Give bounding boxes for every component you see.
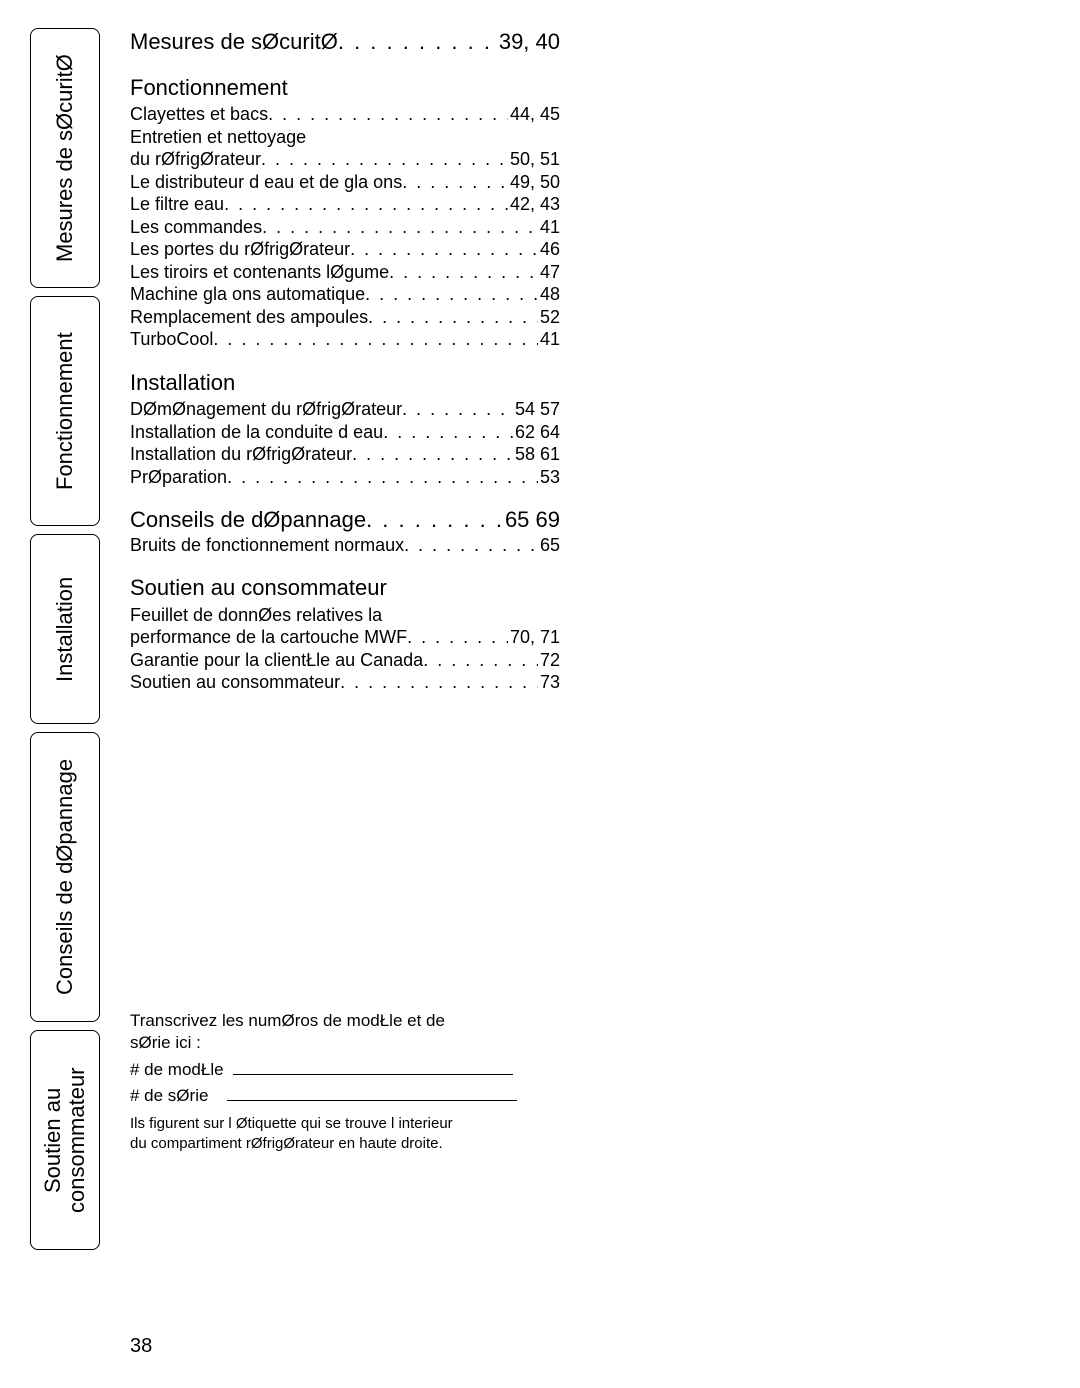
page-ref: 70, 71 <box>508 626 560 649</box>
dot-leader <box>402 171 508 194</box>
model-note: Ils figurent sur l Øtiquette qui se trou… <box>130 1114 560 1153</box>
model-note-line2: du compartiment rØfrigØrateur en haute d… <box>130 1135 443 1152</box>
toc-item-label: Installation du rØfrigØrateur <box>130 443 352 466</box>
page-ref: 65 <box>538 534 560 557</box>
toc-item-label: Clayettes et bacs <box>130 103 268 126</box>
page-ref: 39, 40 <box>497 28 560 56</box>
page-ref: 46 <box>538 238 560 261</box>
tab-soutien-consommateur: Soutien au consommateur <box>30 1030 100 1250</box>
page-ref: 72 <box>538 649 560 672</box>
serial-field: # de sØrie <box>130 1086 560 1106</box>
toc-item-label: TurboCool <box>130 328 213 351</box>
page-ref: 41 <box>538 328 560 351</box>
toc-item-label: Remplacement des ampoules <box>130 306 368 329</box>
page-ref: 54 57 <box>513 398 560 421</box>
dot-leader <box>338 28 497 56</box>
toc-item-label: Le filtre eau <box>130 193 224 216</box>
side-tabs: Mesures de sØcuritØ Fonctionnement Insta… <box>30 28 100 1258</box>
page-ref: 65 69 <box>503 506 560 534</box>
tab-label: Soutien au consommateur <box>41 1067 89 1213</box>
toc-depannage: Conseils de dØpannage 65 69 Bruits de fo… <box>130 506 560 556</box>
dot-leader <box>350 238 538 261</box>
model-note-line1: Ils figurent sur l Øtiquette qui se trou… <box>130 1115 453 1132</box>
toc-item-label: Machine gla ons automatique <box>130 283 365 306</box>
model-label: # de modŁle <box>130 1060 224 1079</box>
toc-content: Mesures de sØcuritØ 39, 40 Fonctionnemen… <box>130 28 560 712</box>
dot-leader <box>227 466 538 489</box>
toc-item-label: Garantie pour la clientŁle au Canada <box>130 649 423 672</box>
toc-item-label: Les portes du rØfrigØrateur <box>130 238 350 261</box>
tab-label: Fonctionnement <box>53 332 77 490</box>
model-intro: Transcrivez les numØros de modŁle et de … <box>130 1010 560 1054</box>
dot-leader <box>268 103 508 126</box>
toc-item-label: Installation de la conduite d eau <box>130 421 383 444</box>
tab-label: Conseils de dØpannage <box>53 759 77 995</box>
page-ref: 62 64 <box>513 421 560 444</box>
toc-fonctionnement: Fonctionnement Clayettes et bacs 44, 45 E… <box>130 74 560 351</box>
toc-item-label: Entretien et nettoyage <box>130 126 560 149</box>
section-title-installation: Installation <box>130 369 560 397</box>
page-ref: 53 <box>538 466 560 489</box>
page-ref: 52 <box>538 306 560 329</box>
dot-leader <box>383 421 513 444</box>
dot-leader <box>213 328 538 351</box>
section-title-mesures: Mesures de sØcuritØ <box>130 28 338 56</box>
dot-leader <box>407 626 508 649</box>
tab-installation: Installation <box>30 534 100 724</box>
page-ref: 47 <box>538 261 560 284</box>
dot-leader <box>389 261 538 284</box>
page-ref: 41 <box>538 216 560 239</box>
dot-leader <box>423 649 538 672</box>
section-title-depannage: Conseils de dØpannage <box>130 506 366 534</box>
model-input-line[interactable] <box>233 1060 513 1075</box>
toc-item-label: Le distributeur d eau et de gla ons <box>130 171 402 194</box>
section-title-soutien: Soutien au consommateur <box>130 574 560 602</box>
page-ref: 58 61 <box>513 443 560 466</box>
dot-leader <box>402 398 513 421</box>
toc-item-label: du rØfrigØrateur <box>130 148 261 171</box>
tab-mesures-securite: Mesures de sØcuritØ <box>30 28 100 288</box>
dot-leader <box>262 216 538 239</box>
tab-label-line1: Soutien au <box>40 1087 65 1192</box>
page-ref: 48 <box>538 283 560 306</box>
toc-item-label: Soutien au consommateur <box>130 671 340 694</box>
toc-item-label: Feuillet de donnØes relatives la <box>130 604 560 627</box>
dot-leader <box>352 443 513 466</box>
dot-leader <box>261 148 508 171</box>
toc-item-label: Les commandes <box>130 216 262 239</box>
toc-item-label: DØmØnagement du rØfrigØrateur <box>130 398 402 421</box>
page-ref: 49, 50 <box>508 171 560 194</box>
model-intro-line2: sØrie ici : <box>130 1033 201 1052</box>
page-number: 38 <box>130 1335 152 1358</box>
model-field: # de modŁle <box>130 1060 560 1080</box>
tab-label-line2: consommateur <box>64 1067 89 1213</box>
tab-label: Installation <box>53 576 77 681</box>
dot-leader <box>224 193 508 216</box>
serial-input-line[interactable] <box>227 1086 517 1101</box>
toc-item-label: PrØparation <box>130 466 227 489</box>
toc-item-label: Bruits de fonctionnement normaux <box>130 534 404 557</box>
serial-label: # de sØrie <box>130 1086 208 1105</box>
toc-mesures: Mesures de sØcuritØ 39, 40 <box>130 28 560 56</box>
dot-leader <box>404 534 538 557</box>
tab-conseils-depannage: Conseils de dØpannage <box>30 732 100 1022</box>
page-ref: 44, 45 <box>508 103 560 126</box>
dot-leader <box>365 283 538 306</box>
page-ref: 50, 51 <box>508 148 560 171</box>
toc-installation: Installation DØmØnagement du rØfrigØrate… <box>130 369 560 489</box>
toc-item-label: performance de la cartouche MWF <box>130 626 407 649</box>
section-title-fonctionnement: Fonctionnement <box>130 74 560 102</box>
toc-soutien: Soutien au consommateur Feuillet de donn… <box>130 574 560 694</box>
dot-leader <box>368 306 538 329</box>
toc-item-label: Les tiroirs et contenants lØgume <box>130 261 389 284</box>
page-ref: 42, 43 <box>508 193 560 216</box>
tab-fonctionnement: Fonctionnement <box>30 296 100 526</box>
model-intro-line1: Transcrivez les numØros de modŁle et de <box>130 1011 445 1030</box>
tab-label: Mesures de sØcuritØ <box>53 54 77 262</box>
model-section: Transcrivez les numØros de modŁle et de … <box>130 1010 560 1153</box>
dot-leader <box>366 506 503 534</box>
dot-leader <box>340 671 538 694</box>
page-ref: 73 <box>538 671 560 694</box>
